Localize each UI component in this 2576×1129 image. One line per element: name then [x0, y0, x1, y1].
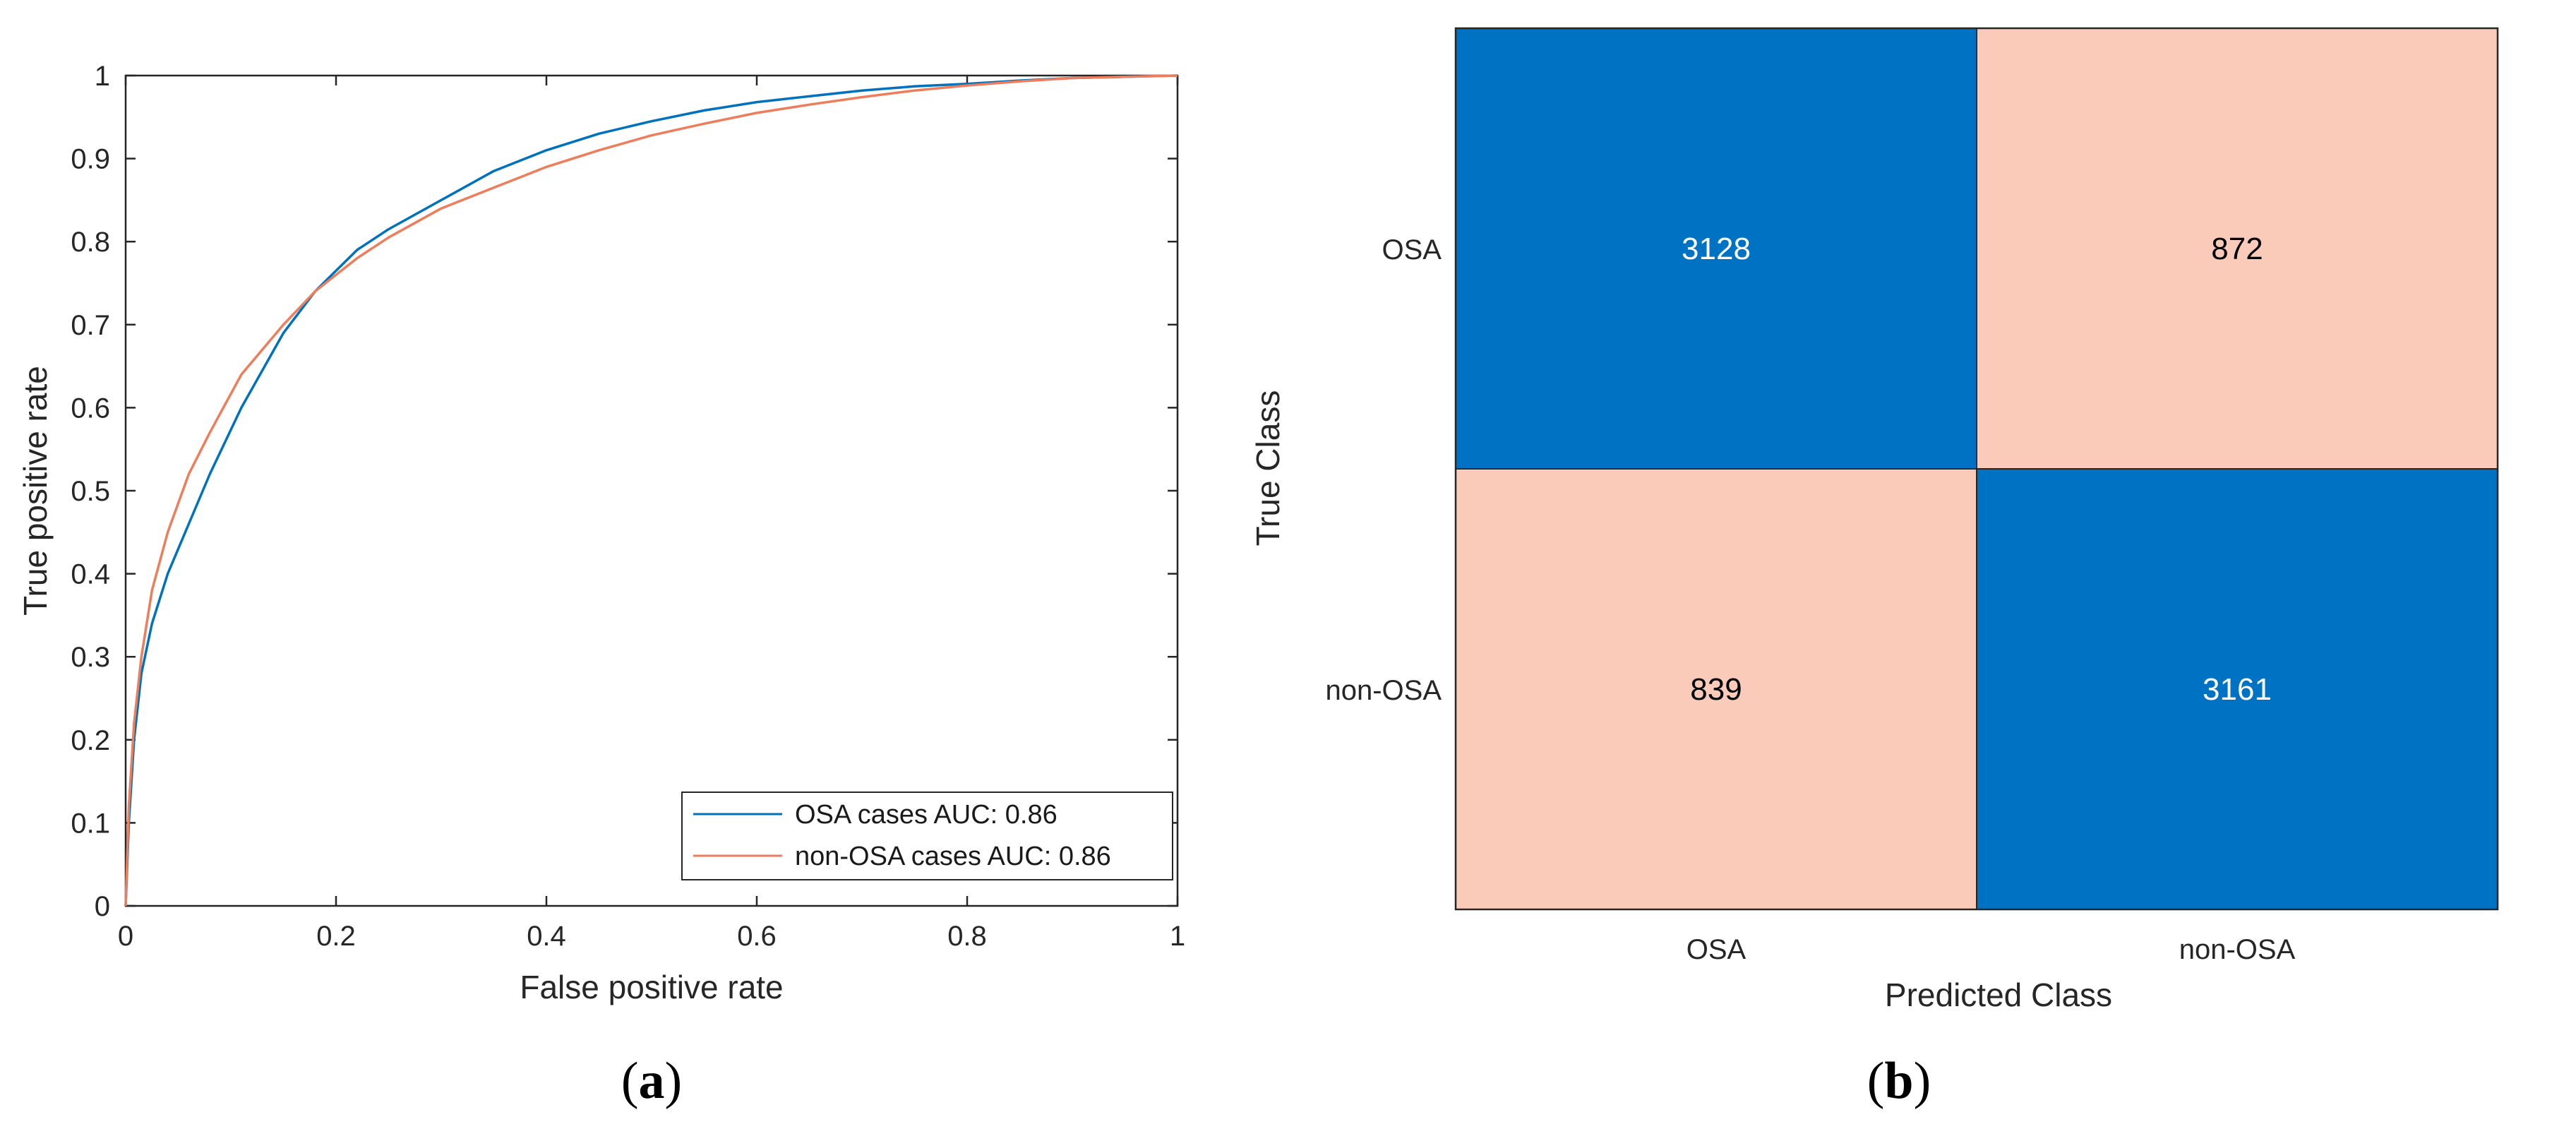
- confusion-cell-value: 3128: [1682, 232, 1751, 266]
- y-tick-label: 1: [95, 61, 110, 92]
- cm-col-label: non-OSA: [2179, 934, 2296, 965]
- confusion-matrix-cells: 3128 872 839 3161: [1454, 27, 2499, 911]
- confusion-cell-0-1: [1976, 28, 2498, 470]
- y-tick-label: 0.1: [71, 808, 110, 839]
- y-tick-label: 0.6: [71, 393, 110, 424]
- roc-series-line-osa: [124, 74, 1178, 907]
- roc-legend: OSA cases AUC: 0.86 non-OSA cases AUC: 0…: [681, 792, 1173, 880]
- y-tick-label: 0: [95, 891, 110, 922]
- panel-b-caption: (b): [1867, 1052, 1931, 1110]
- panel-a-caption: (a): [621, 1052, 682, 1110]
- confusion-cell-value: 3161: [2203, 672, 2272, 707]
- roc-legend-box: [681, 792, 1173, 880]
- confusion-cell-1-1: [1976, 468, 2498, 910]
- roc-x-ticks: 0 0.2 0.4 0.6 0.8 1: [118, 76, 1185, 952]
- roc-chart-panel: 0 0.2 0.4 0.6 0.8 1 0 0.1 0.2 0.3 0.4 0.5 0.6 0.7 0.8…: [17, 61, 1185, 1110]
- y-tick-label: 0.9: [71, 144, 110, 175]
- legend-label-osa: OSA cases AUC: 0.86: [795, 800, 1058, 830]
- confusion-cell-value: 872: [2211, 232, 2263, 266]
- y-tick-label: 0.3: [71, 642, 110, 673]
- x-tick-label: 0.6: [737, 921, 777, 952]
- roc-plot-area: [124, 74, 1179, 907]
- roc-y-ticks: 0 0.1 0.2 0.3 0.4 0.5 0.6 0.7 0.8 0.9 1: [71, 61, 1178, 922]
- legend-label-non-osa: non-OSA cases AUC: 0.86: [795, 842, 1111, 871]
- x-tick-label: 1: [1170, 921, 1185, 952]
- roc-x-axis-label: False positive rate: [520, 969, 783, 1005]
- confusion-matrix-border: [1454, 27, 2499, 911]
- cm-x-axis-label: Predicted Class: [1885, 976, 2112, 1013]
- y-tick-label: 0.4: [71, 559, 110, 590]
- x-tick-label: 0.8: [947, 921, 987, 952]
- confusion-cell-value: 839: [1690, 672, 1742, 707]
- x-tick-label: 0.2: [316, 921, 356, 952]
- cm-row-label: OSA: [1382, 234, 1442, 265]
- confusion-cell-0-0: [1455, 28, 1977, 470]
- cm-row-label: non-OSA: [1325, 675, 1442, 706]
- x-tick-label: 0: [118, 921, 133, 952]
- cm-y-axis-label: True Class: [1250, 390, 1286, 546]
- roc-y-axis-label: True positive rate: [17, 366, 54, 616]
- y-tick-label: 0.5: [71, 476, 110, 507]
- roc-series-line-non-osa: [124, 74, 1178, 907]
- cm-col-label: OSA: [1687, 934, 1747, 965]
- confusion-matrix-axis-ticks: OSA non-OSA OSA non-OSA: [1325, 234, 2295, 965]
- y-tick-label: 0.2: [71, 725, 110, 756]
- y-tick-label: 0.8: [71, 227, 110, 258]
- confusion-cell-1-0: [1455, 468, 1977, 910]
- confusion-matrix-panel: 3128 872 839 3161 OSA non-OSA OSA non-OSA Pred…: [1250, 27, 2499, 1110]
- x-tick-label: 0.4: [527, 921, 566, 952]
- y-tick-label: 0.7: [71, 310, 110, 341]
- roc-series-lines: [124, 74, 1178, 907]
